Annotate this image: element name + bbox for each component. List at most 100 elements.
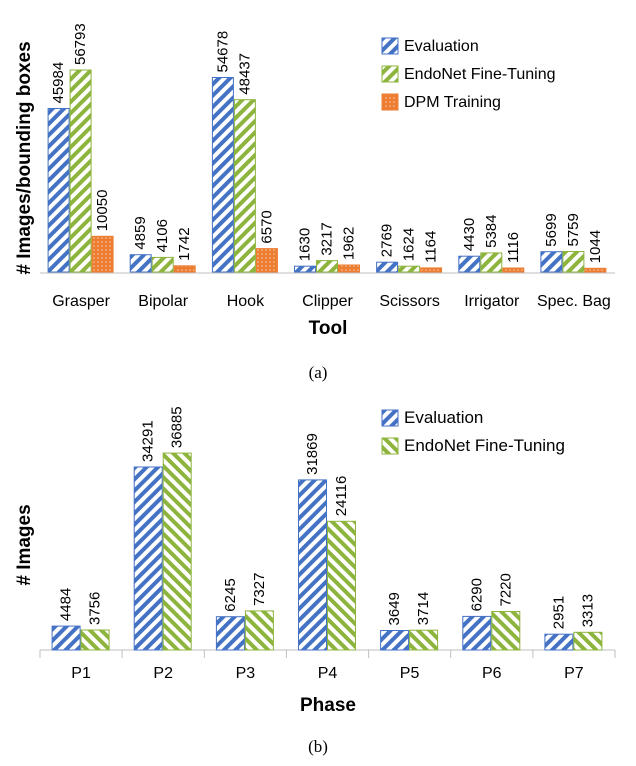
category-label-p6: P6 [482,665,502,682]
caption-a: (a) [309,363,328,382]
legend-swatch-endonet-fine-tuning [381,65,399,83]
value-label-p1-endonet-fine-tuning: 3756 [87,592,104,625]
value-label-irrigator-dpm-training: 1116 [505,232,522,263]
bar-hook-endonet-fine-tuning [233,99,256,273]
category-label-p2: P2 [153,665,173,682]
value-label-grasper-dpm-training: 10050 [94,190,111,232]
bar-scissors-endonet-fine-tuning [398,265,421,273]
bar-clipper-endonet-fine-tuning [316,260,338,273]
legend-label-evaluation: Evaluation [404,408,483,427]
value-label-p5-evaluation: 3649 [386,592,403,625]
bar-p2-evaluation [133,466,163,651]
bar-p5-evaluation [380,630,410,651]
bar-p4-evaluation [298,479,327,651]
legend-label-evaluation: Evaluation [404,38,479,55]
value-label-p7-evaluation: 2951 [550,596,567,629]
phase-legend: Evaluation EndoNet Fine-Tuning [381,408,565,455]
legend-label-dpm-training: DPM Training [404,94,501,111]
value-label-spec-bag-evaluation: 5699 [543,213,560,246]
value-label-grasper-evaluation: 45984 [50,62,67,104]
value-label-bipolar-dpm-training: 1742 [176,227,193,260]
value-label-grasper-endonet-fine-tuning: 56793 [72,23,89,65]
phase-bars [51,452,603,651]
phase-category-labels: P1 P2 P3 P4 P5 P6 P7 [39,650,616,682]
tool-value-labels: 45984 56793 10050 4859 4106 1742 54678 48437 657… [50,23,604,263]
category-label-spec-bag: Spec. Bag [537,293,611,310]
bar-irrigator-dpm-training [502,267,525,273]
phase-chart: 4484 3756 34291 36885 6245 7327 31869 24116 3649… [14,406,616,756]
value-label-scissors-evaluation: 2769 [379,224,396,257]
value-label-p3-endonet-fine-tuning: 7327 [251,573,268,606]
value-label-p4-endonet-fine-tuning: 24116 [333,476,350,517]
legend-swatch-evaluation [381,409,399,427]
bar-p7-evaluation [544,633,574,651]
bar-grasper-dpm-training [91,235,114,273]
bar-p6-endonet-fine-tuning [491,611,521,651]
category-label-clipper: Clipper [302,293,353,310]
value-label-bipolar-evaluation: 4859 [132,216,149,249]
bar-hook-dpm-training [255,248,278,273]
category-label-grasper: Grasper [52,293,110,310]
category-label-p5: P5 [400,665,420,682]
tool-category-labels: Grasper Bipolar Hook Clipper Scissors Irrigat… [52,293,611,310]
value-label-p6-endonet-fine-tuning: 7220 [497,573,514,606]
legend-swatch-endonet-fine-tuning [381,437,399,455]
category-label-p3: P3 [236,665,256,682]
bar-spec-bag-endonet-fine-tuning [562,251,585,273]
value-label-irrigator-evaluation: 4430 [461,218,478,251]
value-label-p2-evaluation: 34291 [140,420,157,462]
bar-spec-bag-evaluation [540,251,563,273]
value-label-scissors-endonet-fine-tuning: 1624 [401,228,418,261]
tool-chart: 45984 56793 10050 4859 4106 1742 54678 48437 657… [14,23,615,382]
bar-p1-evaluation [51,625,81,651]
tool-legend: Evaluation EndoNet Fine-Tuning DPM Trainin… [381,37,556,111]
bar-bipolar-dpm-training [173,265,196,273]
bar-p3-endonet-fine-tuning [244,610,274,651]
category-label-p7: P7 [564,665,584,682]
value-label-irrigator-endonet-fine-tuning: 5384 [483,215,500,248]
value-label-bipolar-endonet-fine-tuning: 4106 [154,219,171,252]
bar-grasper-endonet-fine-tuning [69,69,92,273]
tool-x-axis-title: Tool [309,318,348,339]
bar-p6-evaluation [462,615,492,651]
bar-p4-endonet-fine-tuning [327,520,356,651]
value-label-p1-evaluation: 4484 [58,588,75,621]
tool-bars [47,69,607,273]
bar-p3-evaluation [215,616,245,651]
bar-p5-endonet-fine-tuning [409,629,439,651]
value-label-spec-bag-dpm-training: 1044 [587,230,604,263]
value-label-scissors-dpm-training: 1164 [423,231,440,263]
bar-scissors-evaluation [376,261,399,273]
value-label-p6-evaluation: 6290 [468,578,485,611]
category-label-irrigator: Irrigator [464,293,520,310]
value-label-hook-endonet-fine-tuning: 48437 [236,53,253,95]
caption-b: (b) [308,737,328,756]
bar-scissors-dpm-training [420,267,443,273]
phase-y-axis-title: # Images [14,504,35,585]
bar-grasper-evaluation [47,108,70,273]
bar-bipolar-evaluation [129,254,152,273]
value-label-hook-dpm-training: 6570 [258,210,275,243]
value-label-p4-evaluation: 31869 [304,433,321,475]
bar-p7-endonet-fine-tuning [573,631,603,651]
category-label-p1: P1 [71,665,91,682]
value-label-p2-endonet-fine-tuning: 36885 [169,406,186,448]
value-label-clipper-endonet-fine-tuning: 3217 [319,222,336,255]
value-label-spec-bag-endonet-fine-tuning: 5759 [565,213,582,246]
bar-p1-endonet-fine-tuning [80,629,110,651]
phase-x-axis-title: Phase [300,695,356,716]
bar-clipper-dpm-training [338,264,360,273]
category-label-hook: Hook [227,293,265,310]
bar-clipper-evaluation [294,265,316,273]
value-label-hook-evaluation: 54678 [214,31,231,73]
category-label-bipolar: Bipolar [138,293,188,310]
bar-irrigator-endonet-fine-tuning [480,252,503,273]
legend-swatch-dpm-training [381,93,399,111]
bar-p2-endonet-fine-tuning [162,452,192,651]
value-label-p7-endonet-fine-tuning: 3313 [579,594,596,627]
value-label-clipper-dpm-training: 1962 [341,227,358,260]
phase-value-labels: 4484 3756 34291 36885 6245 7327 31869 24116 3649… [58,406,597,629]
value-label-clipper-evaluation: 1630 [297,228,314,261]
category-label-scissors: Scissors [379,293,439,310]
